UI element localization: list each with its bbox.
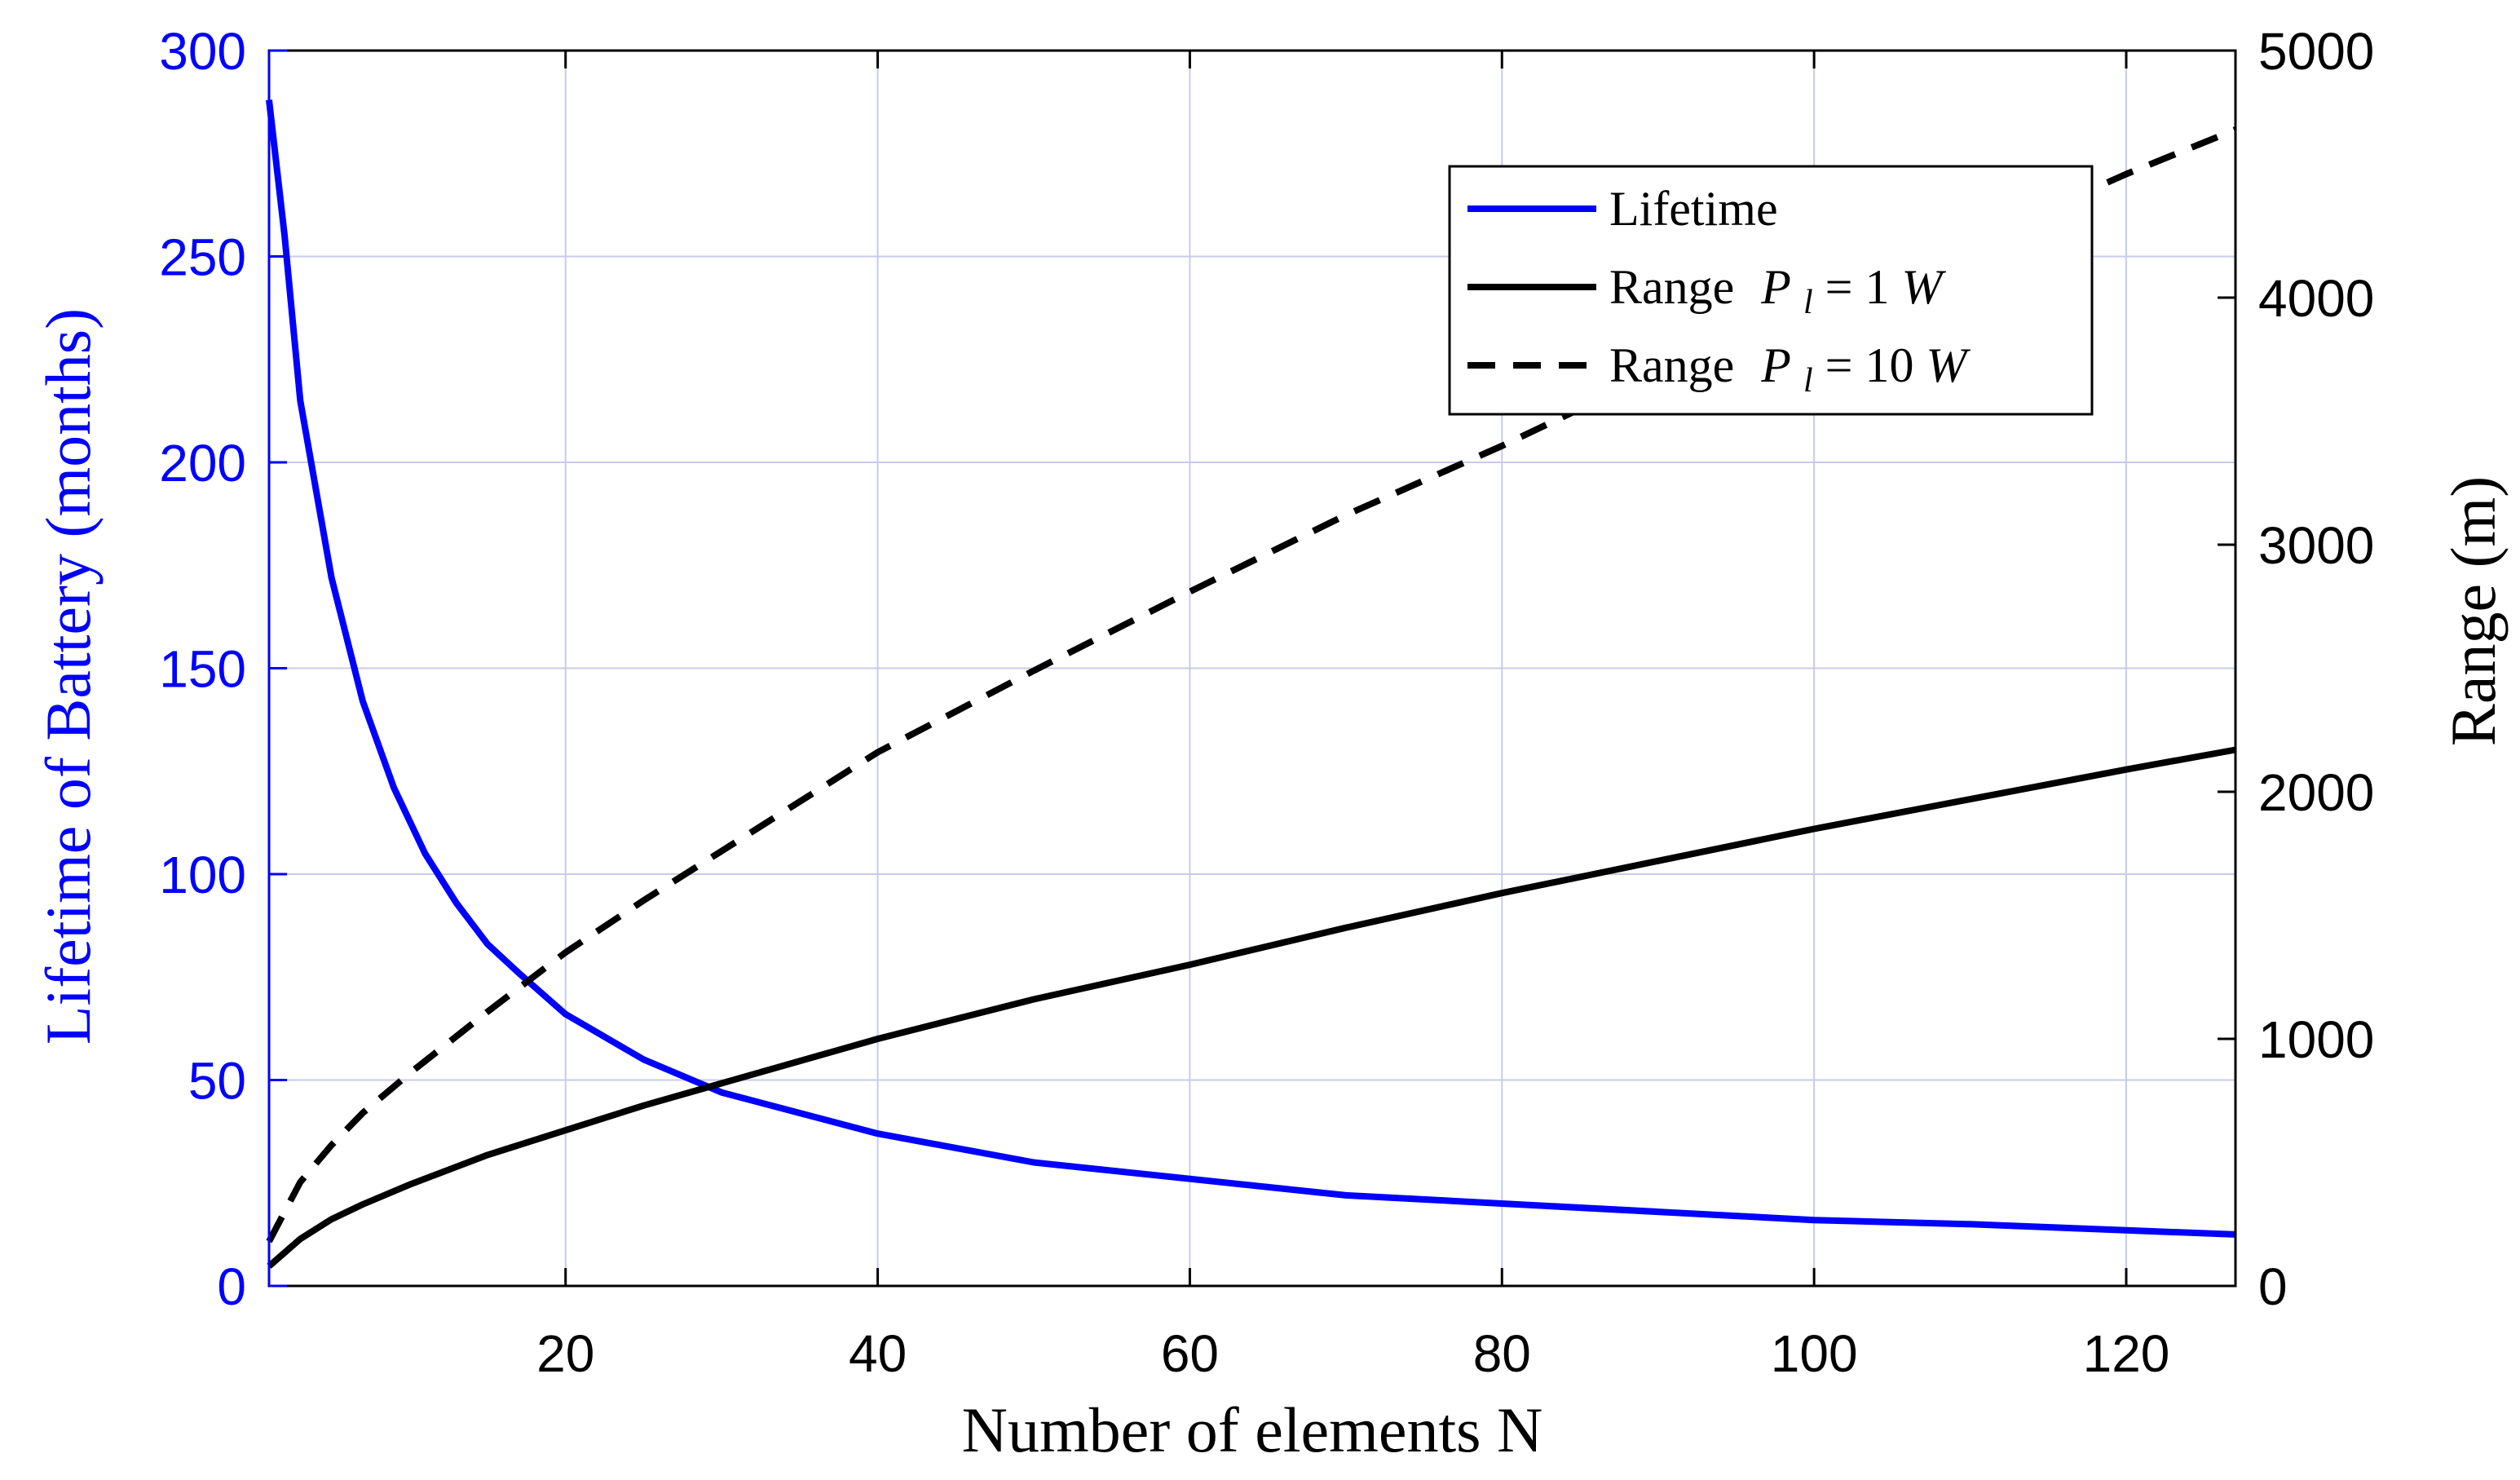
series-range-1w	[267, 746, 2236, 1269]
right-y-tick-label: 2000	[2258, 763, 2374, 822]
legend-label-unit: W	[1901, 260, 1946, 314]
axis-ticks: 20 40 60 80 100 12005010015020025030001000200…	[159, 22, 2374, 1383]
left-y-tick-label: 250	[159, 228, 246, 287]
x-tick-label: 40	[849, 1324, 907, 1383]
legend-label-prefix: Range	[1609, 338, 1734, 392]
left-y-tick-label: 300	[159, 22, 246, 81]
x-tick-label: 20	[536, 1324, 594, 1383]
left-y-tick-label: 0	[217, 1257, 246, 1316]
right-y-axis-title: Range (m)	[2438, 476, 2509, 746]
x-tick-label: 80	[1473, 1324, 1531, 1383]
legend-label-lifetime: Lifetime	[1609, 182, 1778, 236]
series-lifetime	[266, 99, 2236, 1238]
left-y-axis-title: Lifetime of Battery (months)	[33, 308, 104, 1045]
left-y-tick-label: 150	[159, 640, 246, 699]
legend-label-sub: l	[1803, 362, 1813, 400]
right-y-tick-label: 3000	[2258, 516, 2374, 575]
left-y-tick-label: 200	[159, 434, 246, 493]
legend-label-prefix: Range	[1609, 260, 1734, 314]
legend-label-range-1w: Range P l = 1 W	[1609, 260, 1946, 324]
x-tick-label: 60	[1161, 1324, 1219, 1383]
legend: Lifetime Range P l = 1 W Range P l = 10 …	[1448, 165, 2094, 416]
right-y-tick-label: 4000	[2258, 269, 2374, 328]
x-axis-title: Number of elements N	[962, 1394, 1543, 1465]
legend-label-rest: = 1	[1825, 260, 1890, 314]
legend-label-range-10w: Range P l = 10 W	[1609, 338, 1971, 402]
legend-label-rest: = 10	[1825, 338, 1914, 392]
left-y-tick-label: 50	[188, 1052, 246, 1111]
x-tick-label: 100	[1771, 1324, 1858, 1383]
right-y-tick-label: 1000	[2258, 1010, 2374, 1069]
right-y-tick-label: 5000	[2258, 22, 2374, 81]
legend-label-math: P	[1760, 260, 1791, 314]
legend-label-math: P	[1760, 338, 1791, 392]
x-tick-label: 120	[2083, 1324, 2170, 1383]
legend-label-unit: W	[1926, 338, 1971, 392]
left-y-tick-label: 100	[159, 846, 246, 904]
right-y-tick-label: 0	[2258, 1257, 2288, 1316]
legend-label-sub: l	[1803, 284, 1813, 321]
